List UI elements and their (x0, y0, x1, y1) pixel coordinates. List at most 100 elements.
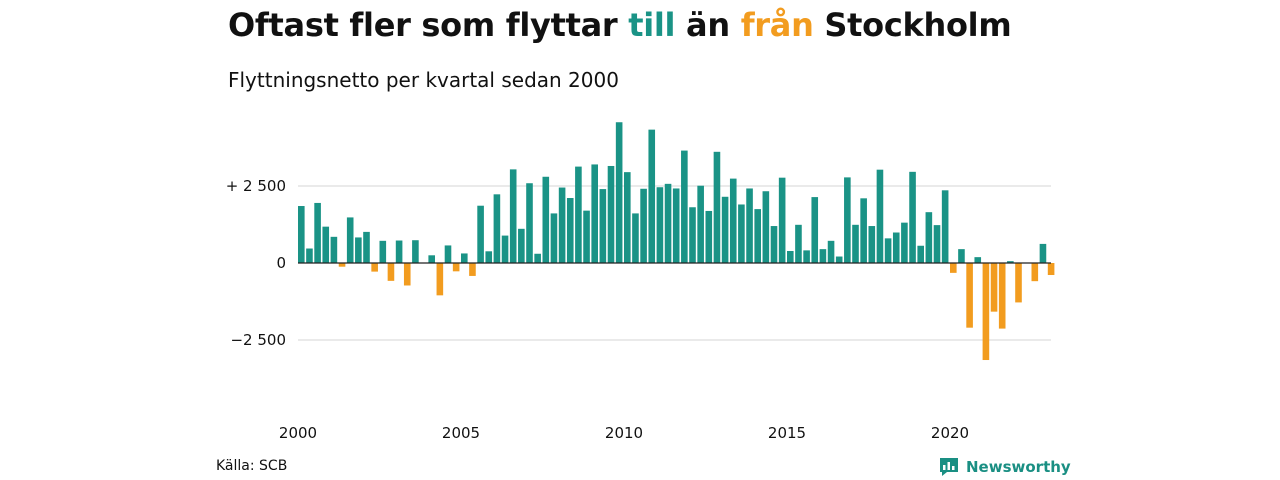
bar (958, 249, 965, 263)
bar (542, 176, 550, 263)
bar (387, 263, 395, 281)
bar (355, 237, 362, 263)
bar (485, 251, 493, 263)
title-fran-word: från (740, 6, 814, 44)
brand-logo[interactable]: Newsworthy (938, 456, 1071, 478)
bar (860, 198, 867, 263)
bar (787, 250, 794, 263)
bar (436, 263, 444, 296)
bar (705, 210, 713, 263)
brand-name: Newsworthy (966, 458, 1071, 476)
bar (403, 263, 411, 286)
bar (664, 183, 672, 263)
bar (477, 205, 484, 263)
bar (681, 150, 688, 263)
bar (322, 226, 330, 263)
bar (819, 249, 827, 263)
bar (966, 263, 973, 328)
bar (950, 263, 957, 273)
bar (363, 231, 370, 263)
bar (746, 188, 753, 263)
x-tick-label: 2020 (931, 424, 969, 442)
x-axis-ticks: 2000 2005 2010 2015 2020 (279, 424, 969, 442)
title-part-3: Stockholm (813, 6, 1012, 44)
bar (754, 209, 761, 263)
bar (461, 253, 468, 263)
bar (1015, 263, 1022, 303)
bar (844, 177, 851, 263)
y-axis-ticks: + 2 500 0 −2 500 (226, 177, 286, 349)
bar (648, 129, 656, 263)
bar (892, 232, 900, 263)
bar (632, 213, 639, 263)
bar (729, 178, 737, 263)
bar (721, 196, 729, 263)
bar (803, 250, 810, 263)
bar (509, 169, 517, 263)
bar (974, 257, 982, 263)
newsworthy-logo-icon (940, 458, 958, 476)
bar (909, 171, 916, 263)
bar (469, 263, 476, 276)
bar (346, 217, 354, 263)
bar (395, 240, 403, 263)
bar (998, 263, 1006, 329)
bar (811, 197, 819, 263)
x-tick-label: 2005 (442, 424, 480, 442)
bar (412, 240, 419, 263)
bar (1007, 261, 1014, 263)
bar (306, 248, 313, 263)
bar (697, 185, 704, 263)
bar (884, 238, 892, 263)
title-part-2: än (675, 6, 741, 44)
bar (640, 188, 647, 263)
bar (566, 198, 574, 263)
bar (982, 263, 990, 361)
bar (314, 202, 321, 263)
title-part-1: Oftast fler som flyttar (228, 6, 629, 44)
bar (876, 169, 884, 263)
bar (518, 228, 525, 263)
bar (558, 187, 566, 263)
bar (526, 183, 533, 263)
bar (901, 222, 908, 263)
bar-series (298, 122, 1055, 361)
bar (550, 213, 558, 263)
x-tick-label: 2010 (605, 424, 643, 442)
bar (933, 225, 941, 263)
bar (591, 164, 598, 263)
x-tick-label: 2015 (768, 424, 806, 442)
bar (917, 245, 924, 263)
bar (656, 187, 664, 263)
bar (338, 263, 346, 267)
bar (941, 190, 949, 263)
bar (330, 236, 338, 263)
bar (713, 151, 721, 263)
bar (444, 245, 452, 263)
chart-subtitle: Flyttningsnetto per kvartal sedan 2000 (228, 68, 619, 92)
bar (534, 253, 541, 263)
y-tick-label: −2 500 (230, 331, 286, 349)
title-till-word: till (628, 6, 676, 44)
bar (778, 177, 786, 263)
bar (1047, 263, 1055, 276)
bar (770, 226, 778, 263)
bar (615, 122, 623, 264)
bar (1039, 243, 1047, 263)
bar (795, 224, 802, 263)
bar (689, 207, 696, 263)
bar (827, 240, 835, 263)
bar (925, 212, 933, 263)
bar (379, 240, 387, 263)
bar (868, 226, 876, 263)
bar (501, 235, 509, 263)
bar (298, 206, 305, 263)
bar (835, 256, 843, 263)
x-tick-label: 2000 (279, 424, 317, 442)
bar (371, 263, 378, 272)
bar (1031, 263, 1039, 282)
bar (607, 165, 615, 263)
bar (583, 210, 590, 263)
bar (762, 191, 770, 263)
